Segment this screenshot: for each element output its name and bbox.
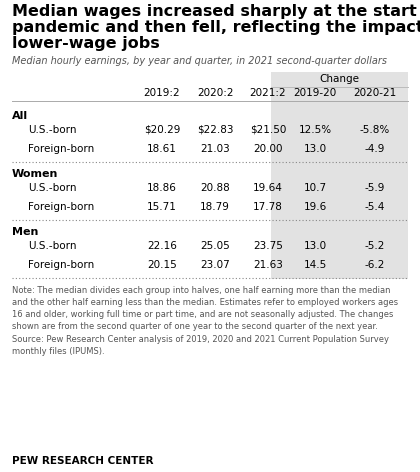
Text: 13.0: 13.0 [303, 144, 327, 154]
Text: 22.16: 22.16 [147, 241, 177, 251]
Text: pandemic and then fell, reflecting the impact on: pandemic and then fell, reflecting the i… [12, 20, 420, 35]
Text: Women: Women [12, 169, 58, 179]
Text: lower-wage jobs: lower-wage jobs [12, 36, 160, 51]
Text: 21.03: 21.03 [200, 144, 230, 154]
Text: $21.50: $21.50 [250, 125, 286, 135]
Text: 20.00: 20.00 [253, 144, 283, 154]
Text: All: All [12, 111, 28, 121]
Text: 18.79: 18.79 [200, 202, 230, 212]
Text: $20.29: $20.29 [144, 125, 180, 135]
Text: 18.61: 18.61 [147, 144, 177, 154]
Text: Foreign-born: Foreign-born [28, 202, 94, 212]
Text: 2019:2: 2019:2 [144, 88, 180, 98]
Text: 2020-21: 2020-21 [353, 88, 396, 98]
Text: -5.8%: -5.8% [360, 125, 390, 135]
Text: Change: Change [320, 74, 360, 84]
Text: Foreign-born: Foreign-born [28, 144, 94, 154]
Text: Median wages increased sharply at the start of the: Median wages increased sharply at the st… [12, 4, 420, 19]
Text: 14.5: 14.5 [303, 260, 327, 270]
Text: Foreign-born: Foreign-born [28, 260, 94, 270]
Bar [271, 72, 408, 279]
Text: 25.05: 25.05 [200, 241, 230, 251]
Text: 19.64: 19.64 [253, 183, 283, 193]
Text: Note: The median divides each group into halves, one half earning more than the : Note: The median divides each group into… [12, 286, 398, 356]
Text: 19.6: 19.6 [303, 202, 327, 212]
Text: U.S.-born: U.S.-born [28, 125, 76, 135]
Text: 15.71: 15.71 [147, 202, 177, 212]
Text: -6.2: -6.2 [365, 260, 385, 270]
Text: 2020:2: 2020:2 [197, 88, 233, 98]
Text: PEW RESEARCH CENTER: PEW RESEARCH CENTER [12, 456, 153, 466]
Text: 17.78: 17.78 [253, 202, 283, 212]
Text: U.S.-born: U.S.-born [28, 241, 76, 251]
Text: -5.9: -5.9 [365, 183, 385, 193]
Text: U.S.-born: U.S.-born [28, 183, 76, 193]
Text: 2021:2: 2021:2 [249, 88, 286, 98]
Text: Median hourly earnings, by year and quarter, in 2021 second-quarter dollars: Median hourly earnings, by year and quar… [12, 56, 387, 66]
Text: 2019-20: 2019-20 [294, 88, 336, 98]
Text: 21.63: 21.63 [253, 260, 283, 270]
Text: $22.83: $22.83 [197, 125, 233, 135]
Text: -5.4: -5.4 [365, 202, 385, 212]
Text: 12.5%: 12.5% [299, 125, 331, 135]
Text: 10.7: 10.7 [303, 183, 327, 193]
Text: -4.9: -4.9 [365, 144, 385, 154]
Text: 20.88: 20.88 [200, 183, 230, 193]
Text: -5.2: -5.2 [365, 241, 385, 251]
Text: 18.86: 18.86 [147, 183, 177, 193]
Text: 23.75: 23.75 [253, 241, 283, 251]
Text: 23.07: 23.07 [200, 260, 230, 270]
Text: Men: Men [12, 227, 38, 237]
Text: 20.15: 20.15 [147, 260, 177, 270]
Text: 13.0: 13.0 [303, 241, 327, 251]
